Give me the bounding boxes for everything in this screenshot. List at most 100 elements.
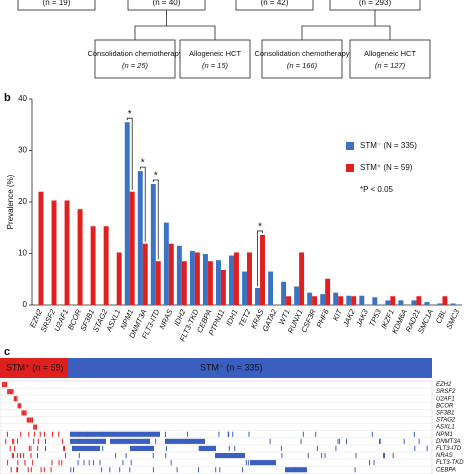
mutation-cell bbox=[62, 438, 64, 444]
row-label: NPM1 bbox=[436, 432, 453, 438]
mutation-cell bbox=[369, 460, 371, 466]
mutation-cell bbox=[30, 417, 32, 423]
bar bbox=[124, 122, 130, 305]
mutation-cell bbox=[232, 431, 234, 437]
mutation-cell bbox=[247, 460, 249, 466]
mutation-cell bbox=[7, 460, 9, 466]
mutation-cell bbox=[102, 431, 104, 437]
mutation-cell bbox=[335, 445, 337, 451]
legend-label: STM⁻ (N = 335) bbox=[360, 141, 417, 150]
flow-label: Allogeneic HCT bbox=[364, 49, 417, 58]
mutation-cell bbox=[37, 445, 39, 451]
mutation-cell bbox=[294, 467, 296, 473]
mutation-cell bbox=[166, 445, 168, 451]
mutation-cell bbox=[18, 403, 21, 409]
mutation-cell bbox=[5, 382, 8, 388]
bar bbox=[359, 295, 365, 305]
bar bbox=[215, 260, 221, 305]
mutation-cell bbox=[14, 445, 16, 451]
mutation-cell bbox=[50, 467, 52, 473]
bar bbox=[299, 252, 305, 305]
mutation-cell bbox=[300, 438, 302, 444]
mutation-cell bbox=[250, 460, 276, 466]
bar bbox=[338, 296, 344, 305]
flow-count: (n = 40) bbox=[153, 0, 181, 7]
bar bbox=[281, 281, 287, 305]
mutation-cell bbox=[22, 410, 24, 416]
bar bbox=[416, 296, 422, 305]
panel-label: b bbox=[4, 92, 11, 104]
row-label: FLT3-ITD bbox=[436, 446, 462, 452]
bar bbox=[333, 292, 339, 305]
mutation-cell bbox=[110, 438, 150, 444]
mutation-cell bbox=[238, 453, 240, 459]
mutation-cell bbox=[129, 467, 131, 473]
bar bbox=[385, 300, 391, 305]
panel-label: c bbox=[4, 346, 10, 358]
mutation-cell bbox=[35, 424, 37, 430]
mutation-cell bbox=[147, 445, 149, 451]
flow-label: Allogeneic HCT bbox=[189, 49, 242, 58]
bar bbox=[202, 254, 208, 305]
mutation-cell bbox=[321, 453, 323, 459]
mutation-cell bbox=[234, 445, 236, 451]
flow-box bbox=[179, 39, 251, 79]
mutation-cell bbox=[72, 445, 74, 451]
mutation-cell bbox=[33, 431, 35, 437]
mutation-cell bbox=[7, 389, 9, 395]
bar bbox=[390, 296, 396, 305]
mutation-cell bbox=[122, 460, 124, 466]
bar bbox=[372, 297, 378, 305]
bar bbox=[286, 296, 292, 305]
row-label: STAG2 bbox=[436, 418, 456, 424]
mutation-cell bbox=[64, 445, 66, 451]
mutation-cell bbox=[228, 445, 230, 451]
group-label: STM⁻ (n = 335) bbox=[200, 362, 263, 372]
note: *P < 0.05 bbox=[360, 185, 394, 194]
mutation-cell bbox=[198, 445, 200, 451]
mutation-cell bbox=[228, 431, 230, 437]
mutation-cell bbox=[19, 453, 21, 459]
bar bbox=[307, 292, 313, 305]
mutation-cell bbox=[37, 438, 39, 444]
row-label: U2AF1 bbox=[436, 396, 455, 402]
mutation-cell bbox=[198, 467, 200, 473]
mutation-cell bbox=[6, 431, 8, 437]
mutation-cell bbox=[324, 453, 326, 459]
y-tick-label: 0 bbox=[23, 300, 28, 309]
bar bbox=[163, 222, 169, 305]
bar bbox=[411, 300, 417, 305]
mutation-cell bbox=[152, 467, 154, 473]
significance-mark: * bbox=[141, 158, 145, 169]
mutation-cell bbox=[32, 460, 34, 466]
y-axis-label: Prevalence (%) bbox=[6, 174, 15, 229]
mutation-cell bbox=[115, 453, 117, 459]
bar bbox=[294, 286, 300, 305]
mutation-cell bbox=[93, 460, 95, 466]
group-bar bbox=[0, 358, 68, 378]
mutation-cell bbox=[16, 467, 18, 473]
mutation-cell bbox=[8, 389, 10, 395]
mutation-cell bbox=[269, 438, 271, 444]
mutation-cell bbox=[44, 431, 46, 437]
mutation-cell bbox=[20, 403, 22, 409]
mutation-cell bbox=[72, 445, 100, 451]
significance-mark: * bbox=[154, 171, 158, 182]
mutation-cell bbox=[73, 467, 75, 473]
bar bbox=[247, 252, 252, 305]
significance-bracket bbox=[126, 117, 133, 190]
mutation-cell bbox=[16, 453, 18, 459]
mutation-cell bbox=[30, 467, 32, 473]
mutation-cell bbox=[65, 453, 67, 459]
mutation-cell bbox=[33, 424, 35, 430]
significance-mark: * bbox=[258, 222, 262, 233]
mutation-cell bbox=[63, 445, 65, 451]
significance-mark: * bbox=[128, 109, 132, 120]
legend-swatch bbox=[346, 164, 354, 172]
row-label: NRAS bbox=[436, 453, 453, 459]
bar bbox=[150, 183, 156, 305]
mutation-cell bbox=[384, 453, 386, 459]
mutation-cell bbox=[28, 431, 30, 437]
flow-label: Consolidation chemotherapy bbox=[254, 49, 349, 58]
